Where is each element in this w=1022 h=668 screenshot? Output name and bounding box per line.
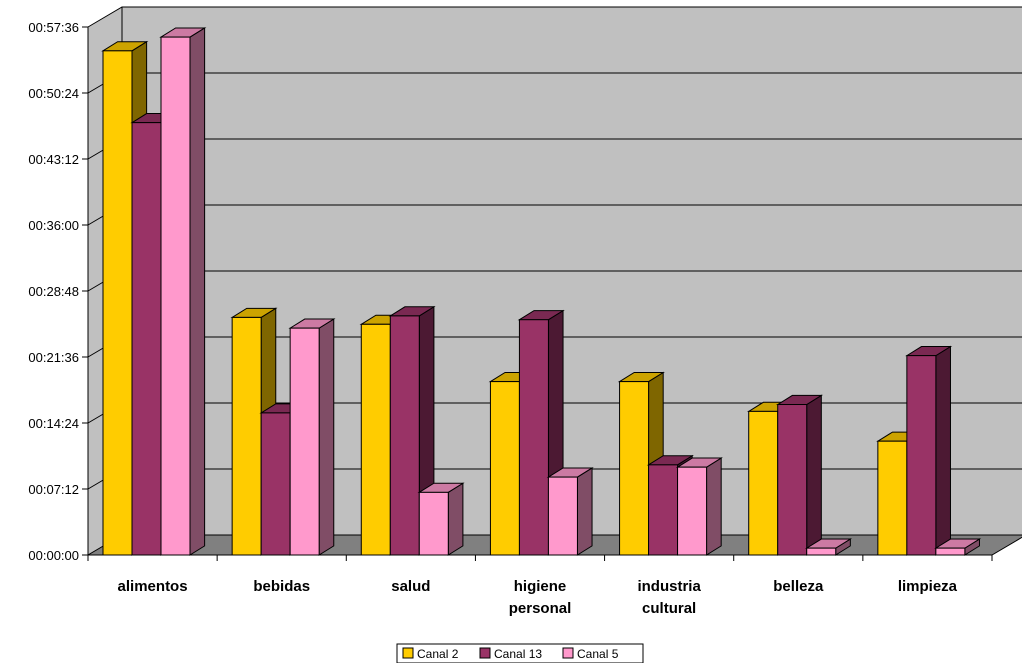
y-tick-label: 00:43:12	[28, 152, 79, 167]
bar	[775, 394, 824, 556]
bar-side	[806, 394, 822, 556]
bar-front	[877, 440, 908, 556]
labels: 00:00:00 00:07:12 00:14:24 00:21:36 00:28:48…	[28, 20, 957, 617]
bar-side	[706, 457, 722, 556]
bar	[905, 345, 953, 556]
legend-label: Canal 5	[577, 647, 619, 661]
bar-front	[648, 464, 679, 556]
bar-front	[935, 547, 966, 556]
bar	[288, 318, 336, 556]
bar-front	[260, 412, 291, 556]
legend-swatch	[479, 647, 491, 659]
category-label: bebidas	[253, 578, 310, 595]
bars	[101, 27, 982, 556]
bar-front	[806, 547, 837, 556]
bar-front	[131, 122, 162, 556]
bar-front	[906, 355, 937, 556]
y-tick-label: 00:14:24	[28, 416, 79, 431]
y-tick-label: 00:28:48	[28, 284, 79, 299]
y-tick-label: 00:57:36	[28, 20, 79, 35]
bar-front	[102, 50, 133, 556]
bar-front	[518, 319, 549, 556]
y-tick-label: 00:36:00	[28, 218, 79, 233]
bar-front	[231, 316, 262, 556]
bar-front	[748, 410, 779, 556]
gridline	[87, 6, 1022, 28]
category-label: industria cultural	[637, 578, 701, 617]
bar	[159, 27, 207, 556]
bar	[675, 457, 723, 556]
legend: Canal 2 Canal 13 Canal 5	[396, 643, 644, 664]
bar-side	[189, 27, 206, 556]
bar-front	[360, 323, 391, 556]
bar-front	[677, 466, 708, 556]
legend-swatch	[402, 647, 414, 659]
bar-front	[619, 381, 650, 556]
category-label: salud	[391, 578, 430, 595]
y-tick-label: 00:50:24	[28, 86, 79, 101]
bar-front	[777, 404, 808, 556]
bar-front	[489, 381, 520, 556]
y-tick-label: 00:07:12	[28, 482, 79, 497]
bar-side	[935, 345, 951, 556]
bar	[804, 538, 853, 556]
bar-front	[289, 327, 320, 556]
bar-front	[418, 491, 449, 556]
bar	[417, 482, 465, 556]
y-tick-label: 00:21:36	[28, 350, 79, 365]
bar	[546, 467, 594, 556]
bar	[934, 538, 982, 556]
category-label: alimentos	[118, 578, 188, 595]
legend-swatch	[562, 647, 574, 659]
bar-front	[389, 315, 420, 556]
bar-side	[318, 318, 335, 556]
legend-label: Canal 13	[494, 647, 542, 661]
bar-front	[160, 36, 191, 556]
category-label: belleza	[773, 578, 824, 595]
bar-side	[447, 482, 464, 556]
category-label: higiene personal	[509, 578, 572, 617]
legend-label: Canal 2	[417, 647, 459, 661]
category-label: limpieza	[898, 578, 958, 595]
y-tick-label: 00:00:00	[28, 548, 79, 563]
bar-front	[547, 476, 578, 556]
bar-side	[576, 467, 593, 556]
